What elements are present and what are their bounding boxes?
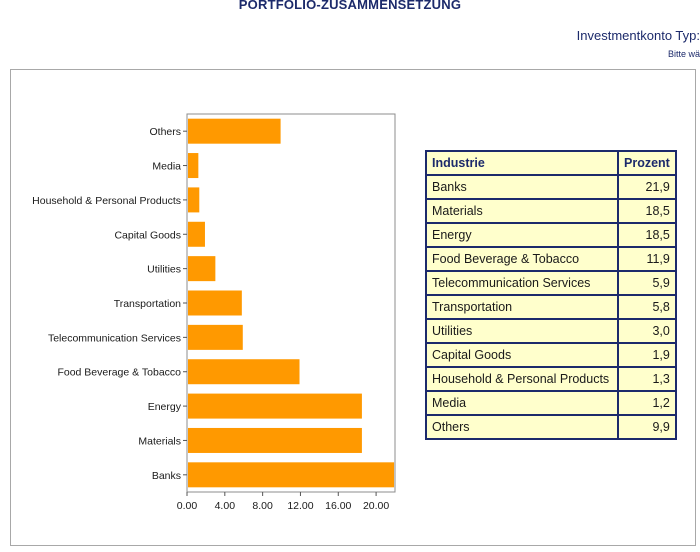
table-row: Energy 18,5	[425, 222, 677, 248]
percent-cell: 9,9	[617, 414, 677, 440]
percent-cell: 3,0	[617, 318, 677, 344]
bar	[188, 256, 216, 282]
percent-cell: 5,8	[617, 294, 677, 320]
table-row: Capital Goods 1,9	[425, 342, 677, 368]
category-label: Others	[149, 126, 181, 138]
bar	[188, 118, 281, 144]
table-row: Household & Personal Products 1,3	[425, 366, 677, 392]
percent-cell: 1,3	[617, 366, 677, 392]
category-label: Energy	[148, 401, 182, 413]
industry-name-cell: Telecommunication Services	[425, 270, 619, 296]
percent-cell: 11,9	[617, 246, 677, 272]
industry-name-cell: Transportation	[425, 294, 619, 320]
percent-cell: 18,5	[617, 222, 677, 248]
category-label: Utilities	[147, 264, 181, 276]
bar	[188, 462, 395, 488]
bar	[188, 187, 200, 213]
table-row: Materials 18,5	[425, 198, 677, 224]
account-type-label: Investmentkonto Typ:	[576, 28, 700, 43]
category-label: Household & Personal Products	[32, 195, 181, 207]
percent-cell: 18,5	[617, 198, 677, 224]
bar	[188, 324, 243, 350]
bar	[188, 290, 242, 316]
category-label: Capital Goods	[114, 229, 181, 241]
percent-cell: 1,2	[617, 390, 677, 416]
header-percent: Prozent	[617, 150, 677, 176]
bar	[188, 153, 199, 179]
category-label: Materials	[138, 435, 181, 447]
chart-panel	[10, 69, 696, 546]
x-tick-label: 12.00	[287, 500, 313, 512]
bar	[188, 427, 362, 453]
x-tick-label: 8.00	[252, 500, 273, 512]
table-row: Media 1,2	[425, 390, 677, 416]
industry-name-cell: Capital Goods	[425, 342, 619, 368]
header-industry: Industrie	[425, 150, 619, 176]
x-tick-label: 0.00	[177, 500, 198, 512]
industry-table: Industrie Prozent Banks 21,9 Materials 18,5…	[425, 150, 677, 440]
percent-cell: 1,9	[617, 342, 677, 368]
table-row: Banks 21,9	[425, 174, 677, 200]
category-label: Telecommunication Services	[48, 332, 181, 344]
category-label: Banks	[152, 470, 181, 482]
percent-cell: 21,9	[617, 174, 677, 200]
table-row: Food Beverage & Tobacco 11,9	[425, 246, 677, 272]
industry-name-cell: Household & Personal Products	[425, 366, 619, 392]
table-row: Others 9,9	[425, 414, 677, 440]
x-tick-label: 4.00	[215, 500, 236, 512]
industry-name-cell: Materials	[425, 198, 619, 224]
category-label: Food Beverage & Tobacco	[57, 367, 181, 379]
industry-name-cell: Food Beverage & Tobacco	[425, 246, 619, 272]
account-type-select-hint[interactable]: Bitte wä	[667, 49, 700, 59]
table-row: Utilities 3,0	[425, 318, 677, 344]
bar	[188, 359, 300, 385]
x-tick-label: 20.00	[363, 500, 389, 512]
bar	[188, 221, 205, 247]
industry-name-cell: Utilities	[425, 318, 619, 344]
page-title: PORTFOLIO-ZUSAMMENSETZUNG	[238, 0, 462, 12]
table-row: Transportation 5,8	[425, 294, 677, 320]
industry-name-cell: Others	[425, 414, 619, 440]
industry-name-cell: Energy	[425, 222, 619, 248]
category-label: Media	[152, 161, 181, 173]
industry-name-cell: Media	[425, 390, 619, 416]
industry-name-cell: Banks	[425, 174, 619, 200]
table-header-row: Industrie Prozent	[425, 150, 677, 176]
bar	[188, 393, 362, 419]
table-row: Telecommunication Services 5,9	[425, 270, 677, 296]
x-tick-label: 16.00	[325, 500, 351, 512]
percent-cell: 5,9	[617, 270, 677, 296]
category-label: Transportation	[114, 298, 181, 310]
